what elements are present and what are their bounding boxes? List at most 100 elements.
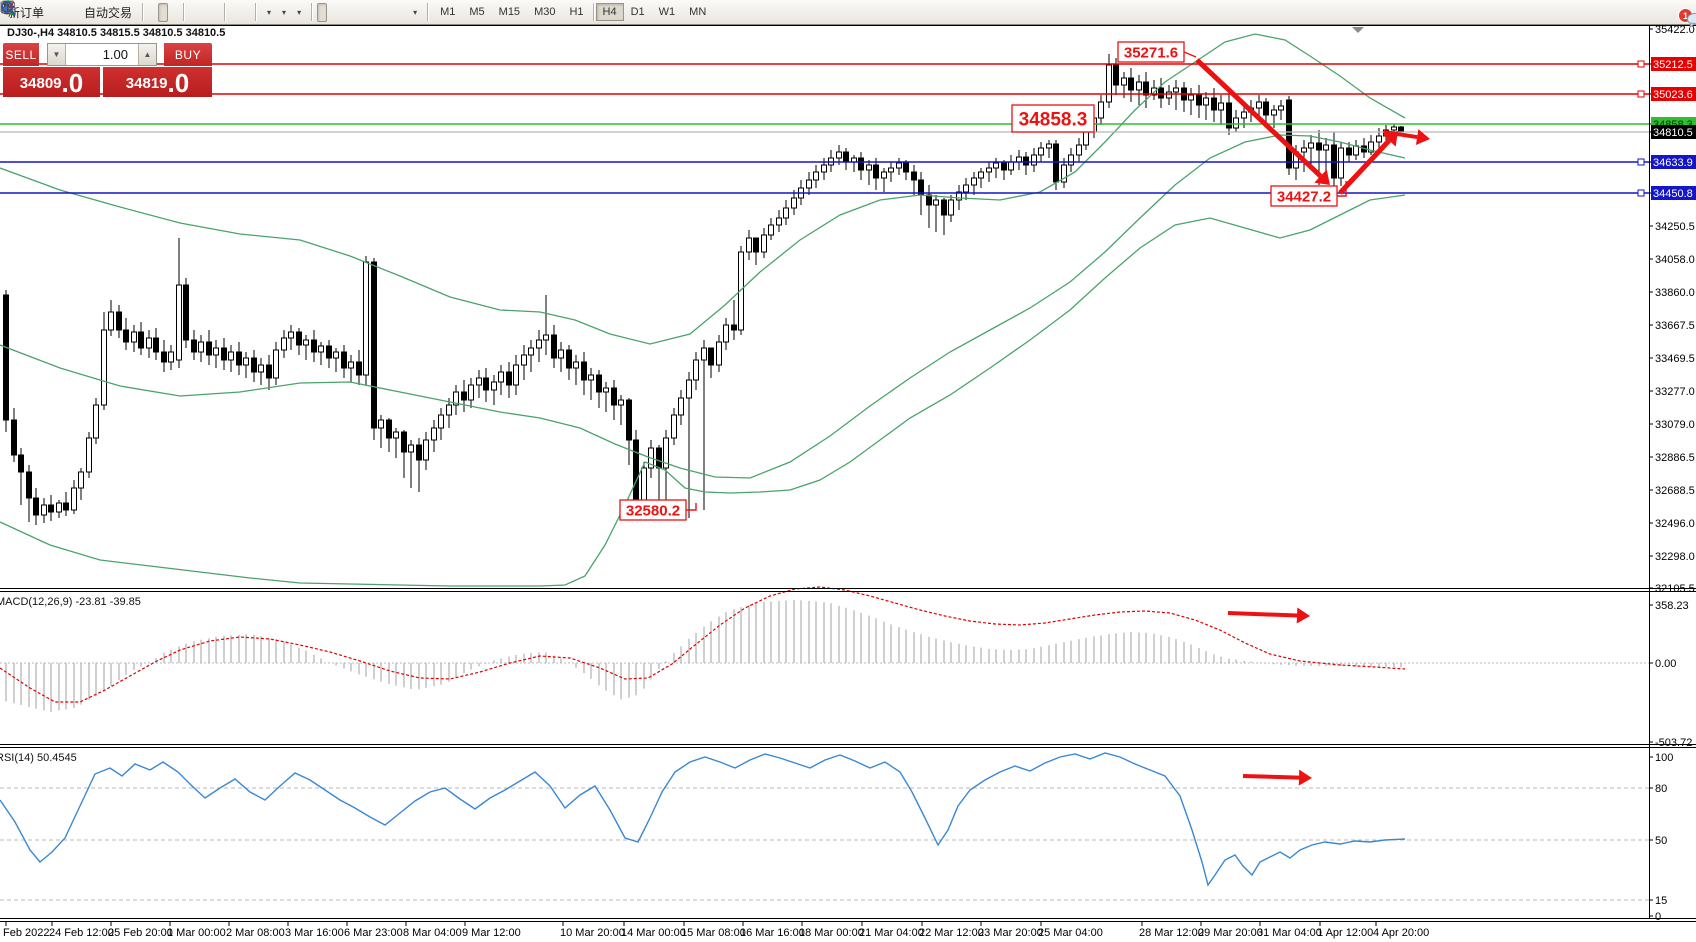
svg-text:24 Feb 12:00: 24 Feb 12:00 (49, 927, 114, 939)
horizontal-line-objects[interactable] (0, 60, 1649, 197)
crosshair-tool-button[interactable] (1, 1, 337, 22)
trendline-tool-button[interactable] (1, 1, 367, 22)
bollinger-middle (0, 134, 1406, 479)
history-center-button[interactable] (1, 1, 59, 22)
svg-text:25 Feb 20:00: 25 Feb 20:00 (108, 927, 173, 939)
volume-decrease-button[interactable]: ▼ (48, 44, 66, 65)
red-arrow-object (1338, 138, 1391, 195)
svg-text:8 Mar 04:00: 8 Mar 04:00 (403, 927, 462, 939)
svg-text:35212.5: 35212.5 (1653, 59, 1693, 71)
svg-text:80: 80 (1655, 783, 1667, 795)
sell-price-main: 34809 (19, 75, 62, 92)
channel-tool-button[interactable]: E (0, 1, 377, 22)
sell-price-button[interactable]: 34809 .0 (3, 67, 100, 97)
text-label-tool-button[interactable]: T (1, 2, 407, 22)
chevron-down-icon: ▾ (297, 7, 302, 17)
tf-w1-button[interactable]: W1 (658, 6, 676, 18)
toolbar-separator (311, 3, 313, 21)
price-axis[interactable]: 35422.035212.535023.634858.334810.534633… (1649, 24, 1696, 923)
tf-m5-button[interactable]: M5 (469, 6, 485, 18)
annotation-objects[interactable]: 35271.6 34858.3 34427.2 32580.2 (619, 41, 1430, 786)
vline-tool-button[interactable] (4, 1, 347, 22)
bollinger-lower (0, 194, 1406, 587)
volume-input[interactable]: 1.00 (102, 47, 128, 62)
svg-text:31 Mar 04:00: 31 Mar 04:00 (1257, 927, 1322, 939)
svg-text:6 Mar 23:00: 6 Mar 23:00 (344, 927, 403, 939)
svg-text:14 Mar 00:00: 14 Mar 00:00 (621, 927, 686, 939)
tf-m1-button[interactable]: M1 (440, 6, 456, 18)
volume-increase-button[interactable]: ▲ (138, 44, 156, 65)
line-chart-button[interactable] (0, 2, 178, 22)
svg-text:33469.5: 33469.5 (1655, 353, 1695, 365)
candles (3, 54, 1404, 525)
red-arrowhead (1298, 769, 1312, 786)
tf-m30-button[interactable]: M30 (534, 6, 556, 18)
svg-text:1 Apr 12:00: 1 Apr 12:00 (1317, 927, 1373, 939)
toolbar-separator (427, 3, 429, 21)
macd-signal-line (0, 586, 1406, 703)
one-click-trading-widget: SELL ▼ 1.00 ▲ BUY 34809 .0 34819 .0 (3, 43, 212, 97)
svg-text:T: T (5, 3, 11, 13)
svg-text:23 Mar 20:00: 23 Mar 20:00 (978, 927, 1043, 939)
tf-h1-button[interactable]: H1 (569, 6, 584, 18)
svg-text:32105.5: 32105.5 (1655, 583, 1695, 595)
svg-text:-503.72: -503.72 (1655, 737, 1692, 749)
svg-text:34450.8: 34450.8 (1653, 188, 1693, 200)
toolbar-separator (224, 3, 226, 21)
step-forward-button[interactable] (1, 2, 240, 22)
price-annotation-box (1011, 104, 1095, 133)
search-icon (1, 1, 16, 16)
bar-chart-button[interactable] (1, 2, 158, 22)
svg-text:35023.6: 35023.6 (1653, 89, 1693, 101)
toolbar-separator (183, 3, 185, 21)
new-order-label: 新订单 (8, 5, 45, 20)
svg-text:34633.9: 34633.9 (1653, 157, 1693, 169)
sell-button[interactable]: SELL (3, 43, 39, 66)
buy-price-main: 34819 (125, 75, 168, 92)
buy-button[interactable]: BUY (164, 43, 212, 66)
svg-text:33277.0: 33277.0 (1655, 386, 1695, 398)
red-arrow-object (1227, 611, 1298, 618)
zoom-out-button[interactable] (1, 1, 209, 22)
svg-text:32496.0: 32496.0 (1655, 518, 1695, 530)
red-arrowhead (1415, 129, 1430, 145)
macd-panel (0, 586, 1649, 712)
svg-text:16 Mar 16:00: 16 Mar 16:00 (740, 927, 805, 939)
svg-text:9 Mar 12:00: 9 Mar 12:00 (462, 927, 521, 939)
candlestick-chart-button[interactable] (2, 1, 169, 22)
auto-trading-button[interactable]: 自动交易 (0, 3, 137, 22)
text-tool-button[interactable]: A (2, 0, 397, 22)
main-toolbar: 新订单 自动交易 (0, 0, 1696, 28)
periods-button[interactable]: ▾ (1, 1, 291, 22)
fibonacci-tool-button[interactable]: F (2, 2, 387, 22)
tf-h4-button[interactable]: H4 (595, 3, 624, 21)
svg-text:32298.0: 32298.0 (1655, 551, 1695, 563)
svg-text:0: 0 (1655, 911, 1661, 923)
templates-button[interactable]: ▾ (1, 2, 306, 22)
svg-text:15 Mar 08:00: 15 Mar 08:00 (681, 927, 746, 939)
step-end-button[interactable] (1, 2, 250, 22)
data-window-button[interactable] (1, 1, 69, 22)
tf-d1-button[interactable]: D1 (630, 6, 645, 18)
zoom-in-button[interactable] (1, 1, 199, 22)
svg-text:1 Mar 00:00: 1 Mar 00:00 (167, 927, 226, 939)
svg-text:34810.5: 34810.5 (1653, 127, 1693, 139)
timeframe-group: M1 M5 M15 M30 H1 H4 D1 W1 MN (430, 0, 716, 24)
svg-text:32580.2: 32580.2 (626, 502, 680, 519)
volume-stepper: ▼ 1.00 ▲ (47, 43, 157, 66)
cursor-tool-button[interactable] (4, 1, 328, 22)
tile-windows-button[interactable] (2, 2, 219, 22)
tf-mn-button[interactable]: MN (689, 6, 707, 18)
navigator-button[interactable] (1, 0, 79, 22)
hline-tool-button[interactable] (1, 3, 357, 22)
rsi-indicator-label: RSI(14) 50.4545 (0, 752, 77, 764)
panel-borders (0, 25, 1696, 922)
buy-price-button[interactable]: 34819 .0 (103, 67, 212, 97)
new-chart-button[interactable]: ▾ (0, 1, 276, 22)
triangle-up-icon: ▲ (143, 50, 152, 59)
tf-m15-button[interactable]: M15 (498, 6, 521, 18)
red-arrow-object (1383, 130, 1418, 140)
arrows-tool-button[interactable]: ▾ (3, 2, 422, 22)
